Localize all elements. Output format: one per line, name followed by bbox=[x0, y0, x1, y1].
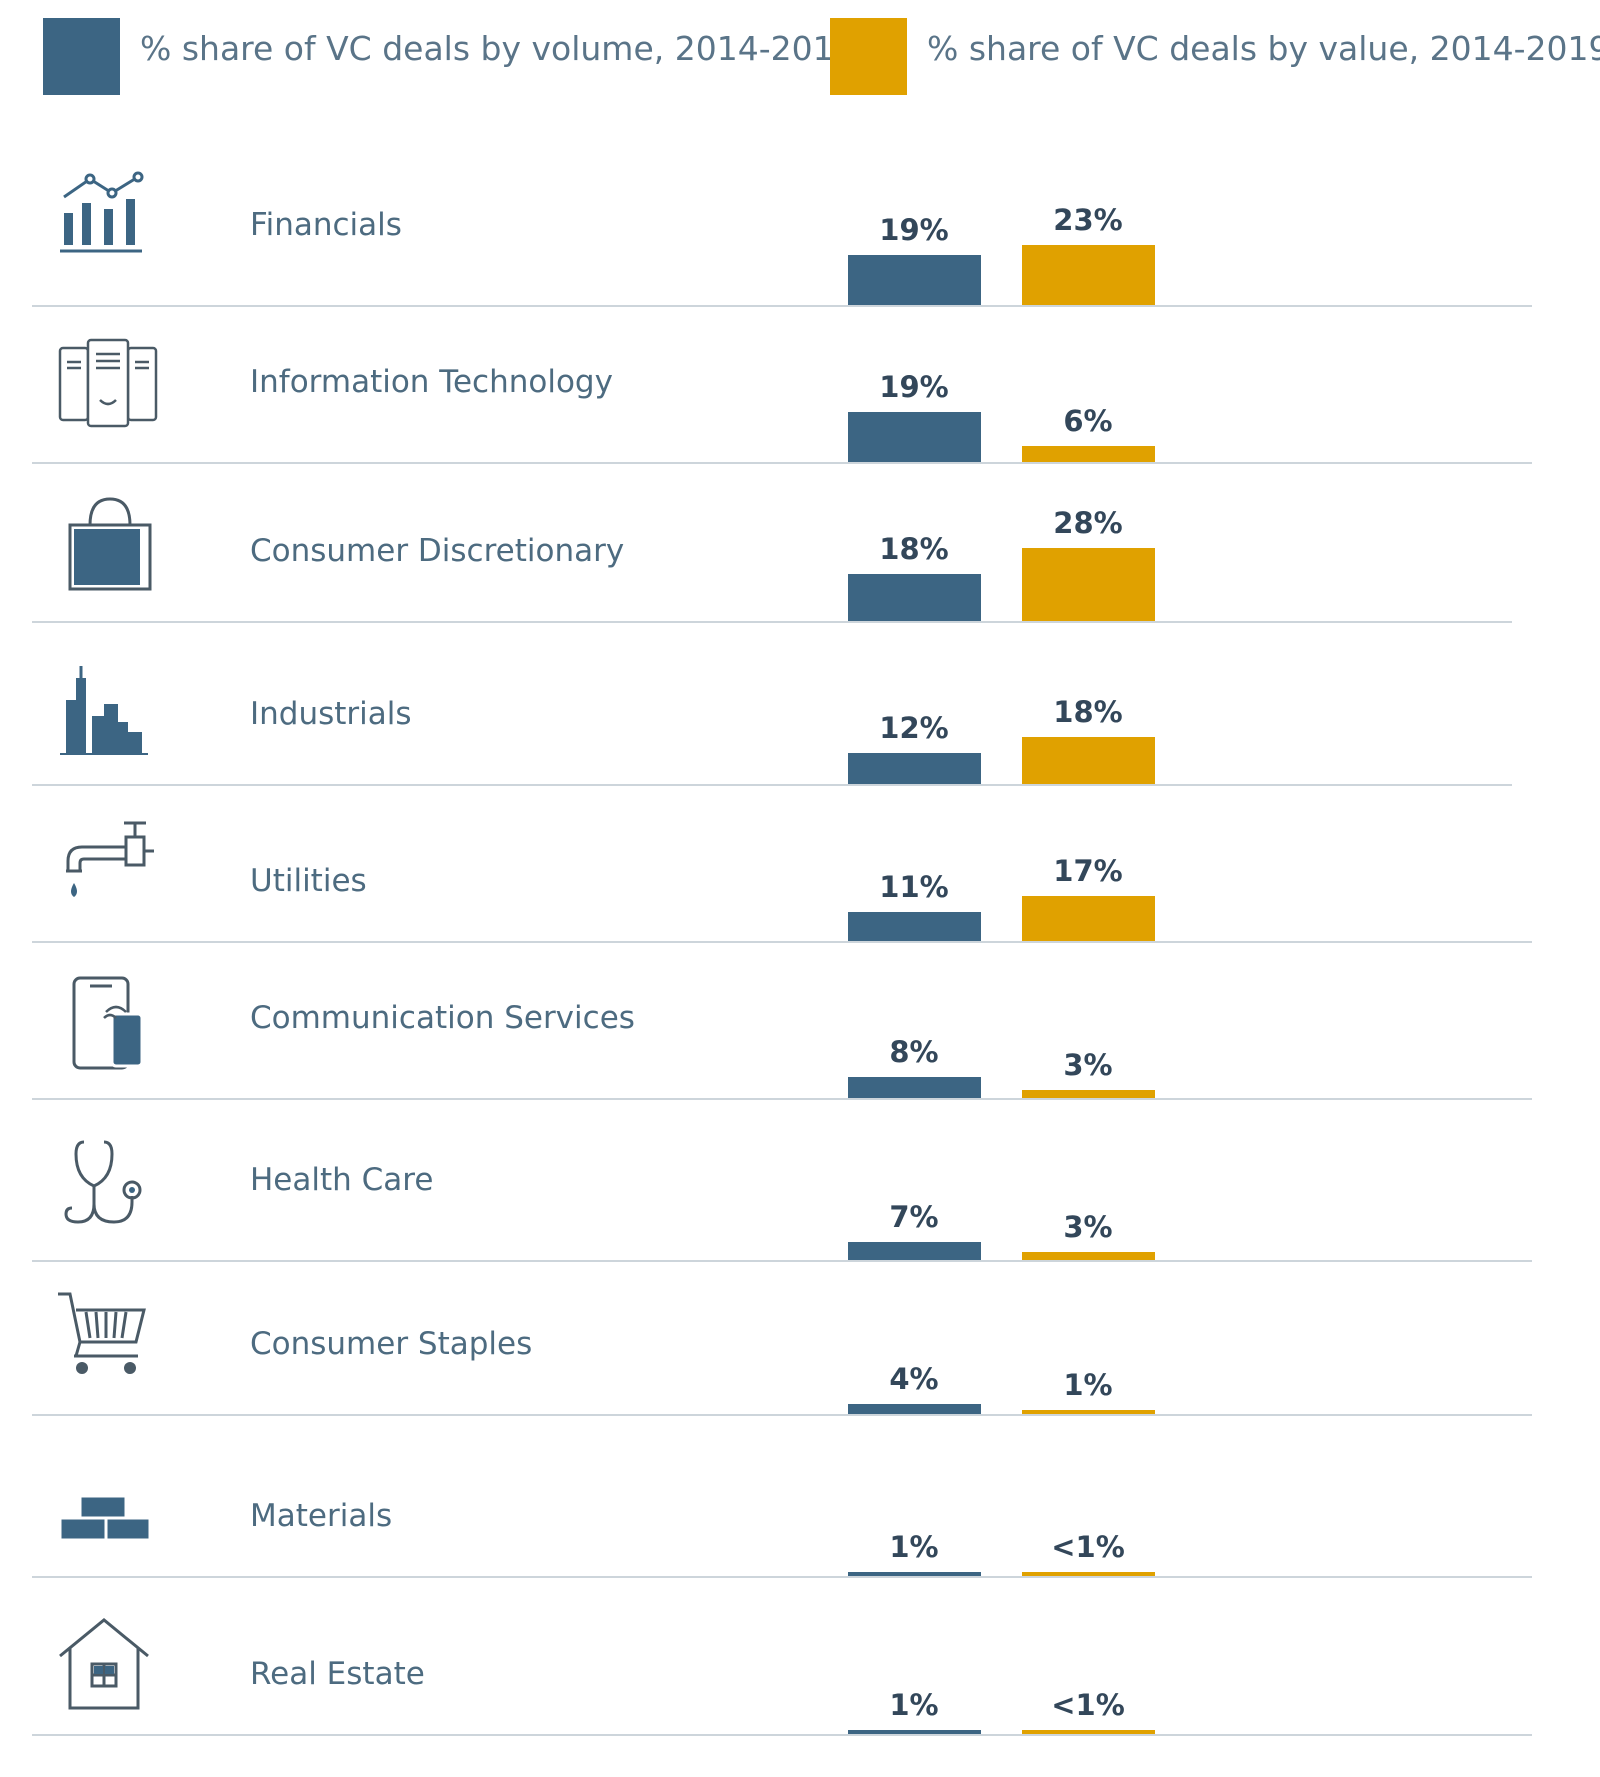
value-bar-health-care bbox=[1022, 1252, 1155, 1260]
row-divider bbox=[32, 462, 1532, 464]
category-label: Consumer Discretionary bbox=[250, 533, 625, 569]
volume-label-communication-services: 8% bbox=[889, 1035, 939, 1070]
shopping-bag-icon bbox=[56, 495, 166, 595]
row-financials: Financials 19% 23% bbox=[32, 157, 1532, 307]
row-real-estate: Real Estate 1% <1% bbox=[32, 1586, 1532, 1736]
value-label-consumer-staples: 1% bbox=[1063, 1368, 1113, 1402]
row-utilities: Utilities 11% 17% bbox=[32, 793, 1532, 943]
category-label: Materials bbox=[250, 1498, 393, 1534]
row-divider bbox=[32, 1734, 1532, 1736]
value-bar-industrials bbox=[1022, 736, 1155, 784]
value-bar-real-estate bbox=[1022, 1730, 1155, 1734]
value-label-information-technology: 6% bbox=[1063, 404, 1113, 439]
category-label: Financials bbox=[250, 207, 402, 243]
value-bar-consumer-staples bbox=[1022, 1410, 1155, 1414]
volume-bar-consumer-staples bbox=[848, 1403, 981, 1414]
value-bar-materials bbox=[1022, 1572, 1155, 1576]
row-divider bbox=[32, 1576, 1532, 1578]
volume-label-industrials: 12% bbox=[879, 710, 949, 745]
row-consumer-staples: Consumer Staples 4% 1% bbox=[32, 1266, 1532, 1416]
volume-label-consumer-discretionary: 18% bbox=[879, 531, 949, 566]
volume-label-financials: 19% bbox=[879, 213, 949, 248]
legend-swatch-value bbox=[830, 18, 907, 95]
house-icon bbox=[56, 1616, 166, 1716]
city-icon bbox=[56, 660, 166, 760]
row-divider bbox=[32, 305, 1532, 307]
row-divider bbox=[32, 784, 1512, 786]
volume-bar-financials bbox=[848, 255, 981, 305]
row-divider bbox=[32, 1098, 1532, 1100]
volume-bar-real-estate bbox=[848, 1730, 981, 1734]
row-industrials: Industrials 12% 18% bbox=[32, 636, 1532, 786]
volume-label-information-technology: 19% bbox=[879, 370, 949, 405]
volume-bar-information-technology bbox=[848, 412, 981, 462]
row-divider bbox=[32, 621, 1512, 623]
stethoscope-icon bbox=[56, 1136, 166, 1236]
shopping-cart-icon bbox=[56, 1286, 166, 1386]
row-health-care: Health Care 7% 3% bbox=[32, 1112, 1532, 1262]
server-icon bbox=[56, 334, 166, 434]
value-bar-consumer-discretionary bbox=[1022, 547, 1155, 621]
legend-swatch-volume bbox=[43, 18, 120, 95]
category-label: Information Technology bbox=[250, 364, 613, 400]
value-label-health-care: 3% bbox=[1063, 1210, 1113, 1245]
chart-icon bbox=[56, 169, 166, 269]
row-consumer-discretionary: Consumer Discretionary 18% 28% bbox=[32, 473, 1532, 623]
volume-bar-health-care bbox=[848, 1241, 981, 1260]
value-label-financials: 23% bbox=[1053, 202, 1123, 237]
row-communication-services: Communication Services 8% 3% bbox=[32, 950, 1532, 1100]
legend-label-value: % share of VC deals by value, 2014-2019 bbox=[927, 29, 1600, 68]
value-label-industrials: 18% bbox=[1053, 694, 1123, 729]
mobile-phone-icon bbox=[56, 974, 166, 1074]
category-label: Health Care bbox=[250, 1162, 434, 1198]
value-bar-communication-services bbox=[1022, 1090, 1155, 1098]
value-bar-utilities bbox=[1022, 896, 1155, 941]
row-information-technology: Information Technology 19% 6% bbox=[32, 314, 1532, 464]
row-divider bbox=[32, 1260, 1532, 1262]
value-label-communication-services: 3% bbox=[1063, 1048, 1113, 1083]
volume-label-real-estate: 1% bbox=[889, 1688, 939, 1722]
volume-label-consumer-staples: 4% bbox=[889, 1361, 939, 1396]
category-label: Consumer Staples bbox=[250, 1326, 533, 1362]
value-label-real-estate: <1% bbox=[1051, 1688, 1125, 1722]
value-label-materials: <1% bbox=[1051, 1530, 1125, 1564]
category-label: Real Estate bbox=[250, 1656, 425, 1692]
volume-bar-industrials bbox=[848, 752, 981, 784]
category-label: Communication Services bbox=[250, 1000, 635, 1036]
row-divider bbox=[32, 941, 1532, 943]
volume-label-utilities: 11% bbox=[879, 870, 949, 905]
volume-bar-communication-services bbox=[848, 1077, 981, 1098]
volume-bar-utilities bbox=[848, 912, 981, 941]
volume-label-materials: 1% bbox=[889, 1530, 939, 1564]
value-label-utilities: 17% bbox=[1053, 854, 1123, 889]
row-materials: Materials 1% <1% bbox=[32, 1428, 1532, 1578]
volume-bar-consumer-discretionary bbox=[848, 573, 981, 621]
value-label-consumer-discretionary: 28% bbox=[1053, 505, 1123, 540]
value-bar-information-technology bbox=[1022, 446, 1155, 462]
row-divider bbox=[32, 1414, 1532, 1416]
value-bar-financials bbox=[1022, 244, 1155, 305]
volume-label-health-care: 7% bbox=[889, 1199, 939, 1234]
volume-bar-materials bbox=[848, 1572, 981, 1576]
bricks-icon bbox=[56, 1458, 166, 1558]
category-label: Industrials bbox=[250, 696, 412, 732]
faucet-icon bbox=[56, 813, 166, 913]
legend-label-volume: % share of VC deals by volume, 2014-2019 bbox=[140, 29, 855, 68]
category-label: Utilities bbox=[250, 863, 367, 899]
